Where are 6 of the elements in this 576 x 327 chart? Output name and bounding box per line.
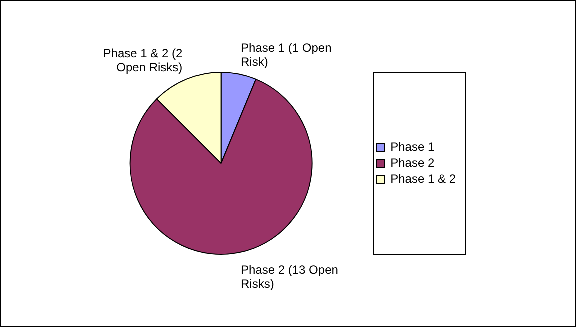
legend-label: Phase 2 bbox=[390, 156, 435, 170]
legend-label: Phase 1 & 2 bbox=[390, 172, 456, 186]
data-label: Phase 1 & 2 (2 Open Risks) bbox=[103, 46, 183, 74]
data-label: Phase 1 (1 Open Risk) bbox=[241, 40, 332, 69]
legend-label: Phase 1 bbox=[390, 140, 435, 154]
data-label: Phase 2 (13 Open Risks) bbox=[241, 262, 338, 291]
